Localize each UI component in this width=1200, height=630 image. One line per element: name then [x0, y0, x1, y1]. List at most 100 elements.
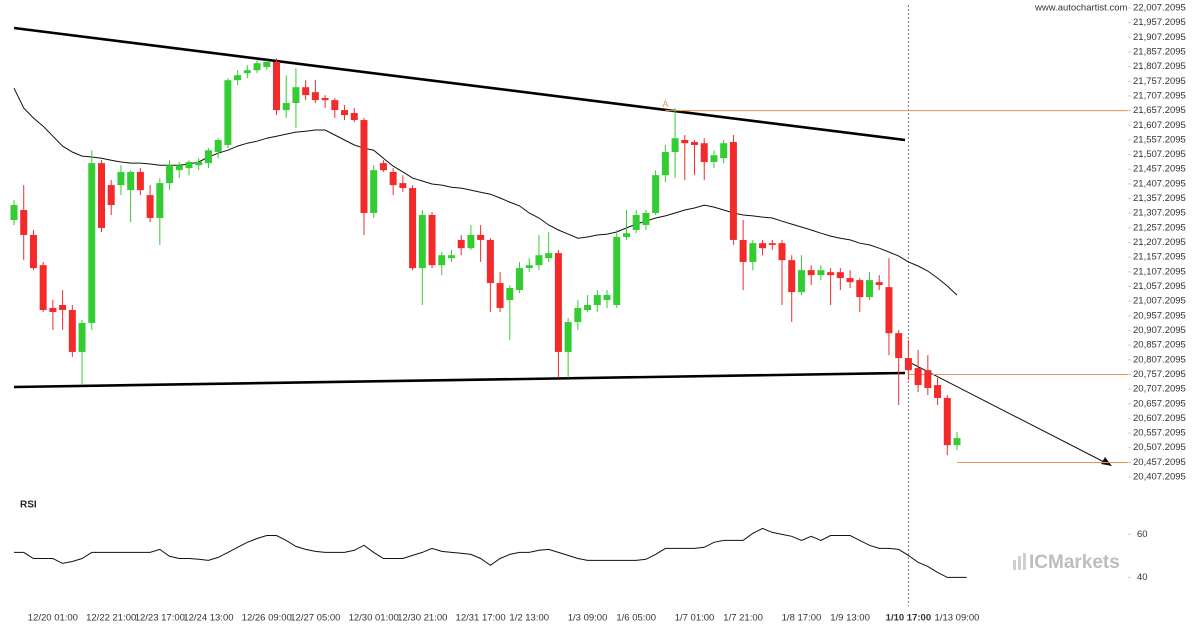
candle-body — [29, 234, 37, 269]
candle-body — [409, 188, 417, 269]
candle-body — [593, 295, 601, 306]
x-tick-label: 1/7 01:00 — [675, 613, 715, 624]
arrow-head — [1101, 457, 1112, 466]
candle-body — [136, 171, 144, 191]
candle-body — [282, 103, 290, 111]
y-tick-label: 22,007.2095 — [1133, 3, 1186, 14]
candle-body — [914, 368, 922, 386]
y-tick-label: 20,857.2095 — [1133, 340, 1186, 351]
candle-body — [214, 139, 222, 152]
y-tick-label: 20,557.2095 — [1133, 428, 1186, 439]
candle-body — [681, 139, 689, 144]
candle-body — [603, 295, 611, 301]
candle-body — [720, 143, 728, 159]
candle-body — [399, 183, 407, 189]
candle-body — [729, 142, 737, 240]
rsi-title: RSI — [20, 500, 37, 511]
pattern-point-label: A — [662, 99, 668, 109]
candle-body — [943, 397, 951, 446]
x-tick-label: 1/13 09:00 — [935, 613, 980, 624]
x-tick-label: 1/2 13:00 — [509, 613, 549, 624]
y-tick-label: 20,507.2095 — [1133, 442, 1186, 453]
candle-body — [156, 183, 164, 218]
candle-body — [924, 370, 932, 388]
candle-body — [224, 80, 232, 145]
candle-body — [778, 243, 786, 261]
y-tick-label: 20,407.2095 — [1133, 472, 1186, 483]
y-tick-label: 21,357.2095 — [1133, 193, 1186, 204]
candle-body — [166, 165, 174, 184]
candle-body — [272, 62, 280, 111]
y-tick-label: 20,657.2095 — [1133, 398, 1186, 409]
y-tick-label: 21,557.2095 — [1133, 134, 1186, 145]
y-tick-label: 21,307.2095 — [1133, 208, 1186, 219]
candle-body — [554, 253, 562, 352]
candle-body — [10, 205, 18, 221]
y-tick-label: 21,407.2095 — [1133, 178, 1186, 189]
x-tick-label: 1/9 13:00 — [830, 613, 870, 624]
candle-body — [652, 175, 660, 213]
candle-body — [447, 255, 455, 259]
candle-body — [20, 210, 28, 235]
candle-body — [525, 265, 533, 269]
x-tick-label: 12/30 21:00 — [397, 613, 447, 624]
x-tick-label: 1/7 21:00 — [723, 613, 763, 624]
candle-body — [428, 215, 436, 266]
candle-body — [875, 282, 883, 286]
candle-body — [341, 110, 349, 116]
candle-body — [904, 358, 912, 371]
candle-body — [49, 307, 57, 313]
x-tick-label: 12/31 17:00 — [456, 613, 506, 624]
y-tick-label: 21,707.2095 — [1133, 90, 1186, 101]
candle-body — [516, 268, 524, 291]
candle-body — [584, 305, 592, 311]
lower-trendline — [13, 371, 906, 389]
y-tick-label: 20,707.2095 — [1133, 384, 1186, 395]
candle-body — [817, 270, 825, 276]
candle-body — [175, 165, 183, 171]
candle-body — [953, 438, 961, 446]
x-tick-label: 12/20 01:00 — [28, 613, 78, 624]
candle-body — [642, 212, 650, 225]
y-tick-label: 21,207.2095 — [1133, 237, 1186, 248]
x-tick-label: 1/10 17:00 — [886, 613, 931, 624]
candle-body — [379, 163, 387, 171]
candle-body — [885, 287, 893, 334]
candle-body — [360, 120, 368, 213]
candle-body — [243, 70, 251, 74]
y-tick-label: 21,107.2095 — [1133, 266, 1186, 277]
candle-body — [88, 163, 96, 323]
y-tick-label: 20,957.2095 — [1133, 310, 1186, 321]
x-tick-label: 12/24 13:00 — [183, 613, 233, 624]
y-tick-label: 60 — [1137, 529, 1148, 540]
candle-body — [486, 239, 494, 284]
x-tick-label: 12/26 09:00 — [242, 613, 292, 624]
y-tick-label: 20,607.2095 — [1133, 413, 1186, 424]
candle-body — [146, 195, 154, 218]
candle-body — [127, 171, 135, 191]
candle-body — [574, 307, 582, 323]
candle-body — [78, 322, 86, 352]
x-tick-label: 12/23 17:00 — [135, 613, 185, 624]
candle-body — [350, 113, 358, 121]
source-label: www.autochartist.com — [1034, 3, 1127, 14]
candle-body — [535, 255, 543, 266]
y-tick-label: 20,757.2095 — [1133, 369, 1186, 380]
candle-body — [185, 161, 193, 169]
candle-body — [418, 215, 426, 269]
x-tick-label: 1/8 17:00 — [782, 613, 822, 624]
candle-body — [807, 270, 815, 276]
rsi-line — [14, 527, 967, 578]
candle-body — [97, 163, 105, 228]
y-tick-label: 21,057.2095 — [1133, 281, 1186, 292]
candle-body — [856, 280, 864, 298]
candle-body — [710, 155, 718, 162]
y-tick-label: 21,807.2095 — [1133, 61, 1186, 72]
y-tick-label: 21,157.2095 — [1133, 252, 1186, 263]
candle-body — [671, 138, 679, 152]
candle-body — [438, 255, 446, 266]
candle-body — [389, 171, 397, 186]
candle-body — [836, 272, 844, 279]
